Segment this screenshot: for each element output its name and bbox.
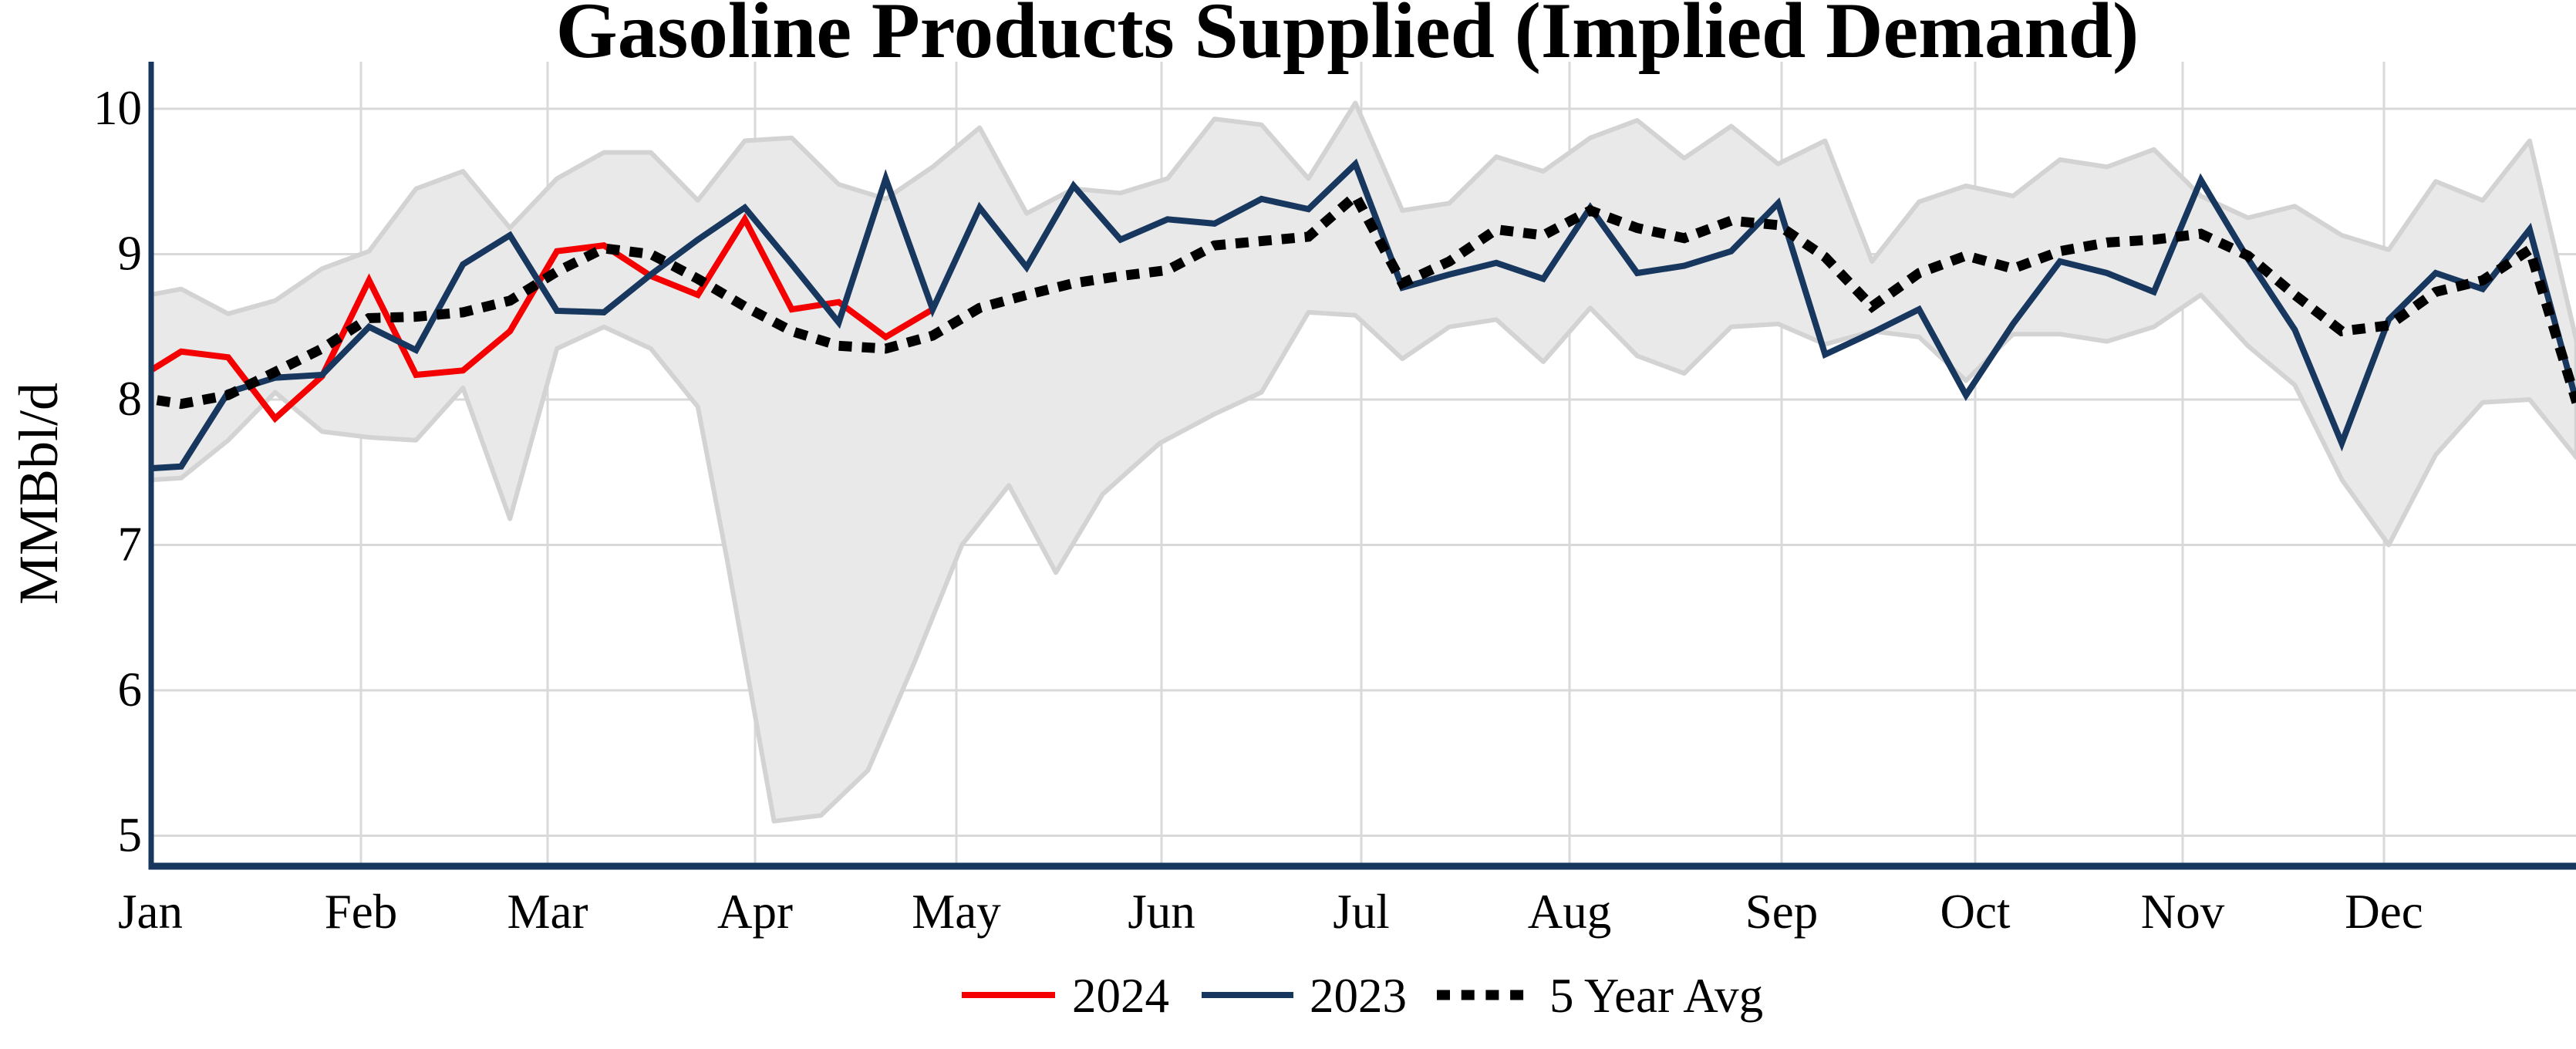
- svg-text:Apr: Apr: [717, 885, 793, 939]
- svg-text:5 Year Avg: 5 Year Avg: [1549, 969, 1763, 1023]
- svg-text:2023: 2023: [1310, 969, 1407, 1023]
- svg-text:MMBbl/d: MMBbl/d: [8, 383, 69, 605]
- svg-text:Mar: Mar: [507, 885, 588, 939]
- svg-text:5: 5: [118, 808, 143, 862]
- svg-text:9: 9: [118, 227, 143, 281]
- svg-text:May: May: [912, 885, 1001, 939]
- svg-text:2024: 2024: [1072, 969, 1169, 1023]
- svg-text:Nov: Nov: [2141, 885, 2225, 939]
- svg-text:10: 10: [93, 81, 142, 135]
- svg-text:Sep: Sep: [1745, 885, 1819, 939]
- svg-text:8: 8: [118, 372, 143, 426]
- svg-text:Oct: Oct: [1940, 885, 2011, 939]
- svg-text:Aug: Aug: [1528, 885, 1612, 939]
- svg-text:7: 7: [118, 518, 143, 572]
- svg-text:6: 6: [118, 663, 143, 717]
- svg-text:Gasoline Products Supplied (Im: Gasoline Products Supplied (Implied Dema…: [556, 0, 2139, 75]
- svg-text:Jul: Jul: [1333, 885, 1390, 939]
- svg-text:Jan: Jan: [118, 885, 183, 939]
- svg-text:Feb: Feb: [325, 885, 398, 939]
- svg-text:Dec: Dec: [2345, 885, 2423, 939]
- svg-text:Jun: Jun: [1128, 885, 1195, 939]
